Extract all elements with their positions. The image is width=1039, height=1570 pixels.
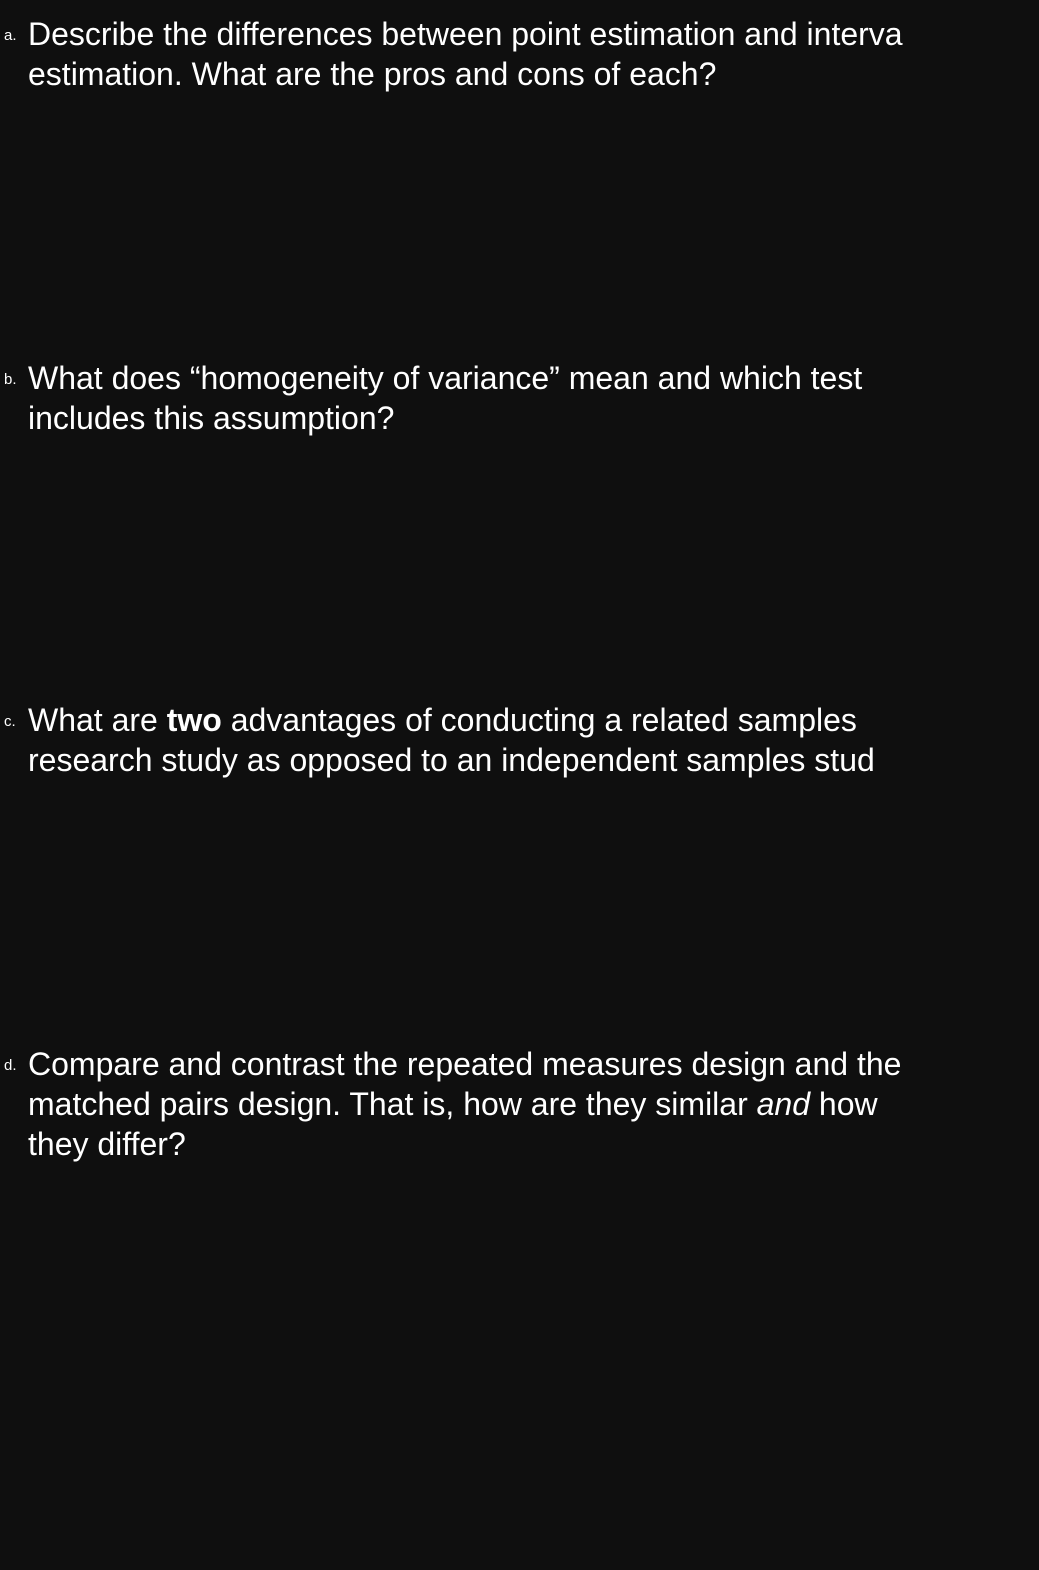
page: a. Describe the differences between poin… — [0, 0, 1039, 1570]
qb-line1: What does “homogeneity of variance” mean… — [28, 360, 862, 396]
question-text-a: Describe the differences between point e… — [28, 14, 903, 94]
qd-line1: Compare and contrast the repeated measur… — [28, 1046, 901, 1082]
qc-l1-s1: What are — [28, 702, 167, 738]
question-label-b: b. — [4, 358, 28, 400]
question-b: b. What does “homogeneity of variance” m… — [0, 358, 1039, 438]
qa-line1: Describe the differences between point e… — [28, 16, 903, 52]
qc-l1-s3: advantages of conducting a related sampl… — [222, 702, 857, 738]
qd-l2-s2: and — [757, 1086, 810, 1122]
qc-l1-s2: two — [167, 702, 222, 738]
question-label-d: d. — [4, 1044, 28, 1086]
question-label-a: a. — [4, 14, 28, 56]
question-c: c. What are two advantages of conducting… — [0, 700, 1039, 780]
question-label-c: c. — [4, 700, 28, 742]
question-text-d: Compare and contrast the repeated measur… — [28, 1044, 901, 1164]
qd-line3: they differ? — [28, 1126, 186, 1162]
question-text-b: What does “homogeneity of variance” mean… — [28, 358, 862, 438]
question-a: a. Describe the differences between poin… — [0, 14, 1039, 94]
question-text-c: What are two advantages of conducting a … — [28, 700, 875, 780]
qd-l2-s1: matched pairs design. That is, how are t… — [28, 1086, 757, 1122]
qd-l2-s3: how — [810, 1086, 878, 1122]
question-d: d. Compare and contrast the repeated mea… — [0, 1044, 1039, 1164]
qc-line2: research study as opposed to an independ… — [28, 742, 875, 778]
qa-line2: estimation. What are the pros and cons o… — [28, 56, 716, 92]
qb-line2: includes this assumption? — [28, 400, 394, 436]
